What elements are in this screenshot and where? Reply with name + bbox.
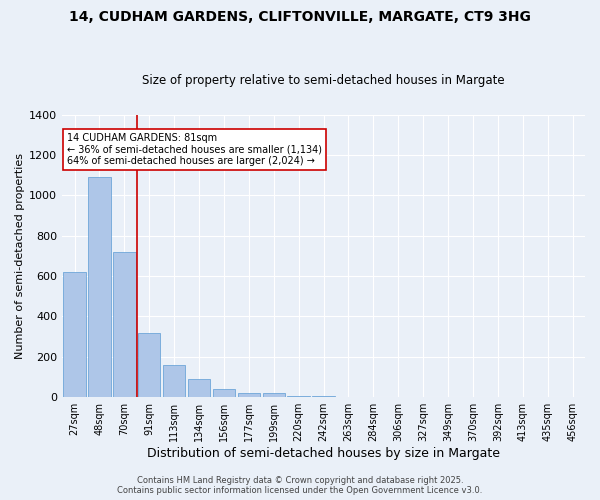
Text: 14 CUDHAM GARDENS: 81sqm
← 36% of semi-detached houses are smaller (1,134)
64% o: 14 CUDHAM GARDENS: 81sqm ← 36% of semi-d… <box>67 133 322 166</box>
Bar <box>188 379 210 397</box>
Bar <box>138 332 160 397</box>
Y-axis label: Number of semi-detached properties: Number of semi-detached properties <box>15 153 25 359</box>
Bar <box>64 272 86 397</box>
Bar <box>238 393 260 397</box>
Bar <box>287 396 310 397</box>
X-axis label: Distribution of semi-detached houses by size in Margate: Distribution of semi-detached houses by … <box>147 447 500 460</box>
Bar <box>88 177 111 397</box>
Text: 14, CUDHAM GARDENS, CLIFTONVILLE, MARGATE, CT9 3HG: 14, CUDHAM GARDENS, CLIFTONVILLE, MARGAT… <box>69 10 531 24</box>
Bar <box>113 252 136 397</box>
Bar <box>313 396 335 397</box>
Bar <box>263 393 285 397</box>
Bar <box>213 389 235 397</box>
Bar <box>163 365 185 397</box>
Text: Contains HM Land Registry data © Crown copyright and database right 2025.
Contai: Contains HM Land Registry data © Crown c… <box>118 476 482 495</box>
Title: Size of property relative to semi-detached houses in Margate: Size of property relative to semi-detach… <box>142 74 505 87</box>
